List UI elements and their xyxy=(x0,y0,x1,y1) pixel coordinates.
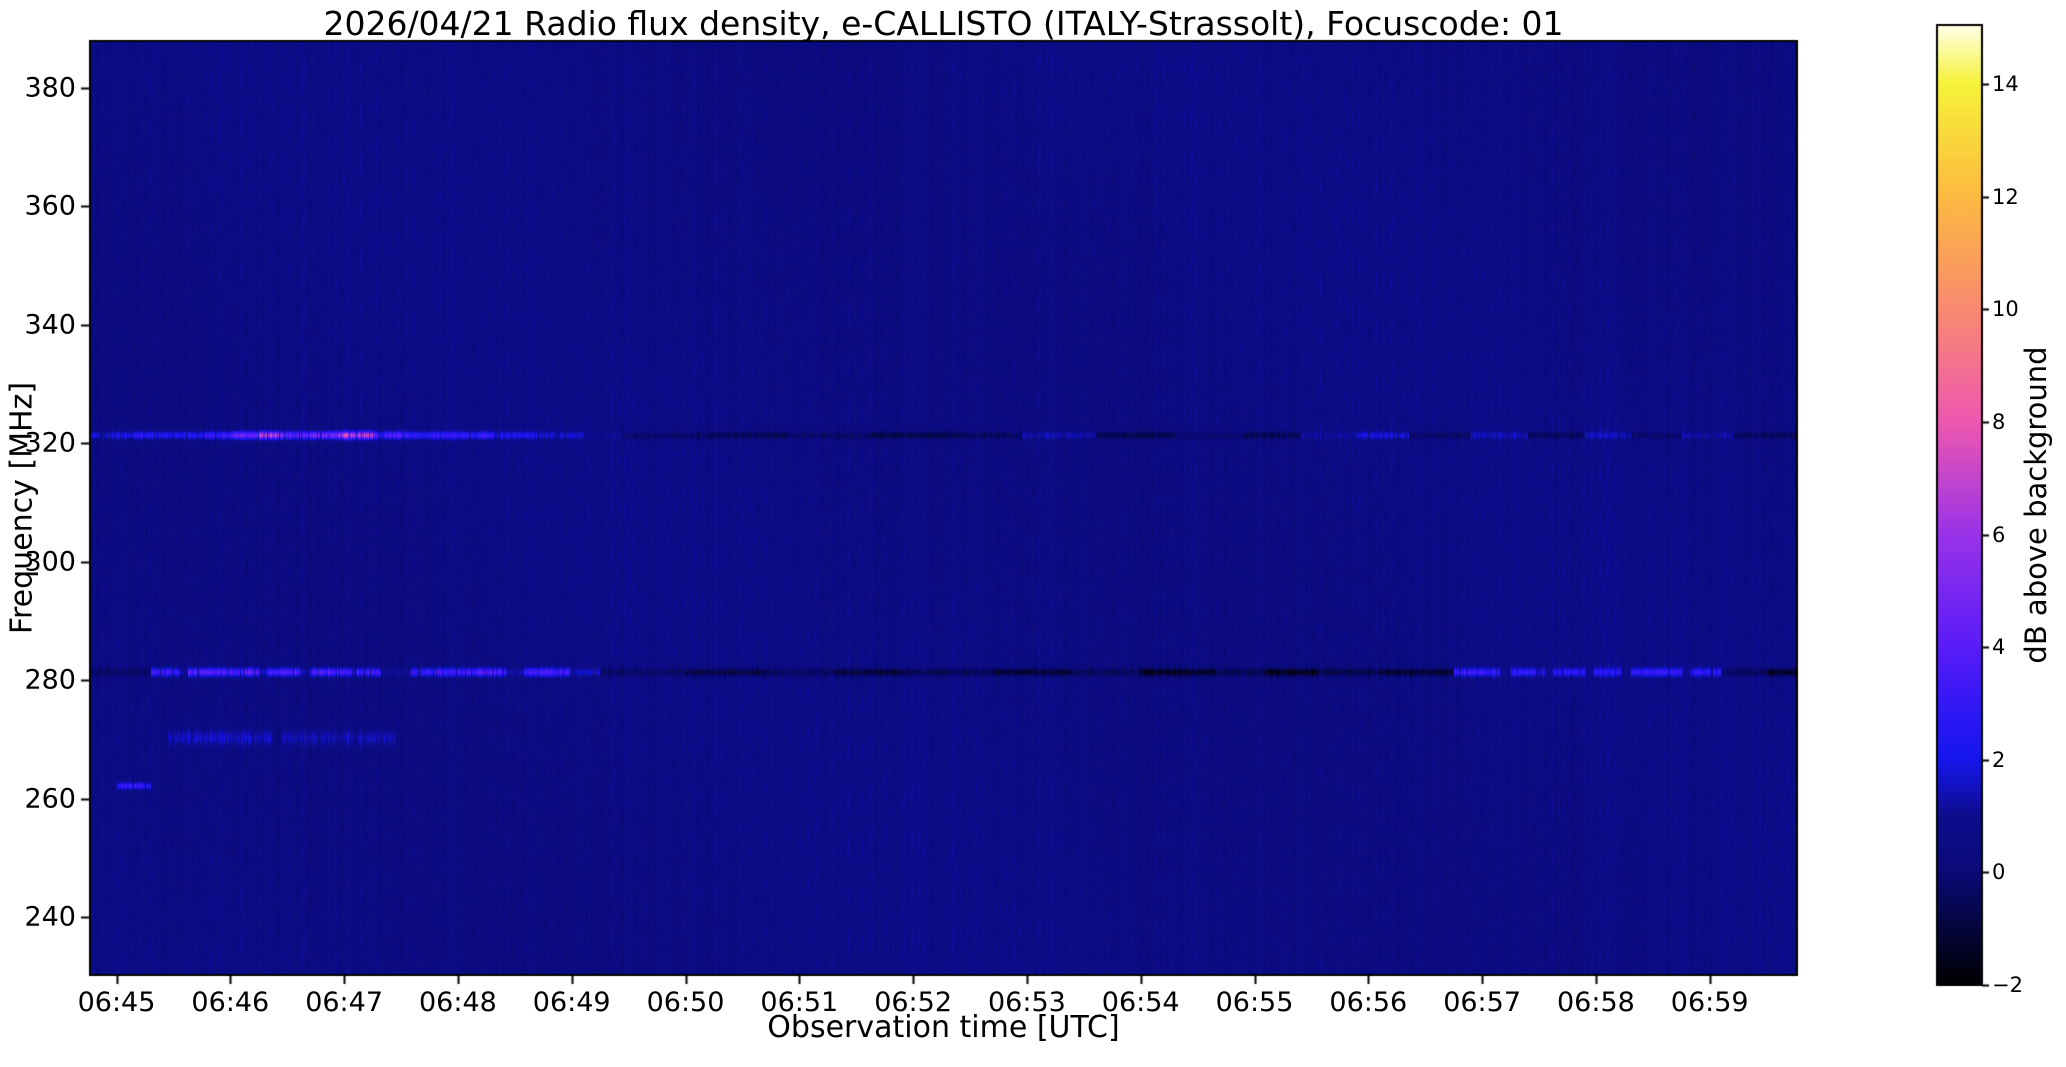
colorbar-tick-label: 2 xyxy=(1992,747,2006,772)
colorbar-tick-label: 14 xyxy=(1992,72,2019,97)
x-tick-label: 06:55 xyxy=(1215,987,1294,1018)
x-axis-label: Observation time [UTC] xyxy=(767,1010,1120,1045)
x-tick-label: 06:51 xyxy=(760,987,839,1018)
colorbar-tick-label: 6 xyxy=(1992,522,2006,547)
y-tick-label: 320 xyxy=(24,427,76,459)
figure-title: 2026/04/21 Radio flux density, e-CALLIST… xyxy=(323,4,1564,43)
colorbar-tick-label: 8 xyxy=(1992,409,2006,434)
y-tick-label: 360 xyxy=(24,190,76,222)
x-tick-label: 06:53 xyxy=(988,987,1066,1018)
x-tick-label: 06:56 xyxy=(1329,987,1408,1018)
x-tick-label: 06:58 xyxy=(1557,987,1635,1018)
y-tick-label: 280 xyxy=(24,664,76,696)
x-tick-label: 06:46 xyxy=(191,987,270,1018)
y-tick-label: 340 xyxy=(24,309,76,341)
colorbar-tick-label: 12 xyxy=(1992,184,2019,209)
y-axis-label: Frequency [MHz] xyxy=(4,381,40,635)
x-tick-label: 06:57 xyxy=(1443,987,1522,1018)
x-tick-label: 06:49 xyxy=(532,987,611,1018)
colorbar-tick-label: 0 xyxy=(1992,860,2006,885)
x-tick-label: 06:59 xyxy=(1670,987,1749,1018)
x-tick-label: 06:50 xyxy=(646,987,725,1018)
y-tick-label: 380 xyxy=(24,72,76,104)
x-tick-label: 06:47 xyxy=(305,987,384,1018)
colorbar-tick-label: −2 xyxy=(1992,973,2023,997)
colorbar-tick-label: 4 xyxy=(1992,635,2006,660)
x-tick-label: 06:48 xyxy=(419,987,497,1018)
x-tick-label: 06:45 xyxy=(77,987,156,1018)
y-tick-label: 260 xyxy=(24,783,76,814)
y-tick-label: 240 xyxy=(24,901,76,933)
x-tick-label: 06:54 xyxy=(1101,987,1180,1018)
colorbar-label: dB above background xyxy=(2019,346,2053,664)
x-tick-label: 06:52 xyxy=(874,987,953,1018)
colorbar-tick-label: 10 xyxy=(1992,297,2019,322)
y-tick-label: 300 xyxy=(24,546,76,578)
